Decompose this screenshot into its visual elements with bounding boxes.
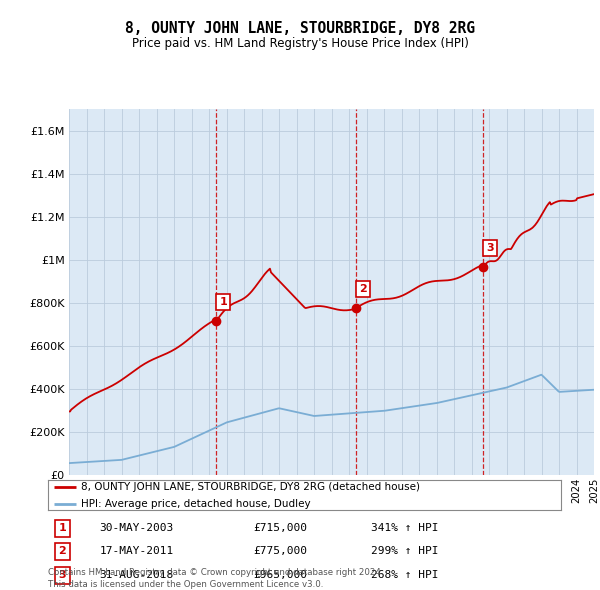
- Text: 30-MAY-2003: 30-MAY-2003: [100, 523, 173, 533]
- Text: 8, OUNTY JOHN LANE, STOURBRIDGE, DY8 2RG (detached house): 8, OUNTY JOHN LANE, STOURBRIDGE, DY8 2RG…: [82, 483, 421, 492]
- Text: 299% ↑ HPI: 299% ↑ HPI: [371, 546, 439, 556]
- Text: £965,000: £965,000: [253, 570, 307, 580]
- Text: 1: 1: [58, 523, 66, 533]
- Text: 3: 3: [59, 570, 66, 580]
- Text: 8, OUNTY JOHN LANE, STOURBRIDGE, DY8 2RG: 8, OUNTY JOHN LANE, STOURBRIDGE, DY8 2RG: [125, 21, 475, 35]
- Text: 1: 1: [220, 297, 227, 307]
- Text: Price paid vs. HM Land Registry's House Price Index (HPI): Price paid vs. HM Land Registry's House …: [131, 37, 469, 50]
- Text: Contains HM Land Registry data © Crown copyright and database right 2024.
This d: Contains HM Land Registry data © Crown c…: [48, 568, 383, 589]
- Text: 2: 2: [58, 546, 66, 556]
- Text: 268% ↑ HPI: 268% ↑ HPI: [371, 570, 439, 580]
- Text: 3: 3: [487, 243, 494, 253]
- Text: 2: 2: [359, 284, 367, 294]
- Text: 17-MAY-2011: 17-MAY-2011: [100, 546, 173, 556]
- Text: HPI: Average price, detached house, Dudley: HPI: Average price, detached house, Dudl…: [82, 499, 311, 509]
- Text: 341% ↑ HPI: 341% ↑ HPI: [371, 523, 439, 533]
- Text: 31-AUG-2018: 31-AUG-2018: [100, 570, 173, 580]
- Text: £715,000: £715,000: [253, 523, 307, 533]
- Text: £775,000: £775,000: [253, 546, 307, 556]
